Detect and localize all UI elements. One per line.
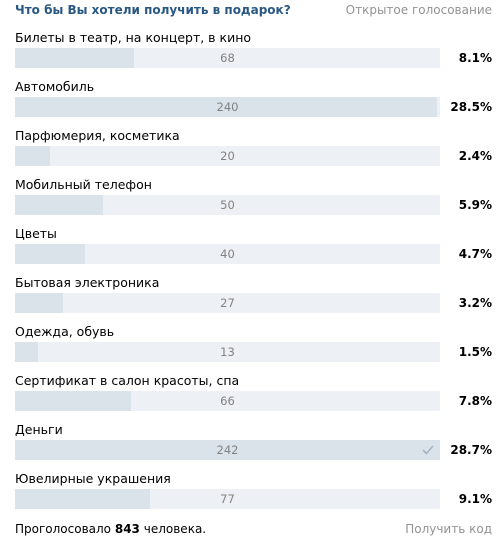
total-prefix: Проголосовало bbox=[15, 522, 112, 536]
answer-bar-fill bbox=[15, 97, 437, 117]
answer-bar: 66 bbox=[15, 391, 440, 411]
answer-label: Мобильный телефон bbox=[15, 177, 152, 192]
answer-vote-count: 68 bbox=[220, 51, 235, 65]
answer-bar-fill bbox=[15, 195, 103, 215]
answer-label: Одежда, обувь bbox=[15, 324, 115, 339]
answer-bar-fill bbox=[15, 146, 51, 166]
answer-label: Ювелирные украшения bbox=[15, 471, 171, 486]
answer-vote-count: 242 bbox=[216, 443, 239, 457]
answer-vote-count: 50 bbox=[220, 198, 235, 212]
answer-percent: 7.8% bbox=[458, 394, 492, 408]
answer-bar-fill bbox=[15, 342, 38, 362]
answer-label: Билеты в театр, на концерт, в кино bbox=[15, 30, 252, 45]
answer-vote-count: 20 bbox=[220, 149, 235, 163]
answer-vote-count: 40 bbox=[220, 247, 235, 261]
answer-percent: 2.4% bbox=[458, 149, 492, 163]
poll-question: Что бы Вы хотели получить в подарок? bbox=[15, 3, 291, 17]
answer-bar: 68 bbox=[15, 48, 440, 68]
get-code-link[interactable]: Получить код bbox=[405, 522, 492, 536]
answer-bar-fill bbox=[15, 48, 135, 68]
answer-label: Сертификат в салон красоты, спа bbox=[15, 373, 240, 388]
answer-vote-count: 240 bbox=[216, 100, 239, 114]
total-suffix: человека. bbox=[143, 522, 207, 536]
answer-vote-count: 77 bbox=[220, 492, 235, 506]
total-votes: Проголосовало 843 человека. bbox=[15, 522, 206, 536]
answer-bar: 242 bbox=[15, 440, 440, 460]
answer-label: Парфюмерия, косметика bbox=[15, 128, 180, 143]
answer-bar: 27 bbox=[15, 293, 440, 313]
answer-label: Автомобиль bbox=[15, 79, 95, 94]
answer-percent: 8.1% bbox=[458, 51, 492, 65]
answer-bar: 13 bbox=[15, 342, 440, 362]
poll-answer[interactable]: Билеты в театр, на концерт, в кино 68 8.1% bbox=[15, 28, 492, 77]
answer-vote-count: 27 bbox=[220, 296, 235, 310]
poll-answers: Билеты в театр, на концерт, в кино 68 8.1%… bbox=[15, 28, 492, 518]
answer-bar: 20 bbox=[15, 146, 440, 166]
poll-answer[interactable]: Мобильный телефон 50 5.9% bbox=[15, 175, 492, 224]
poll-footer: Проголосовало 843 человека. Получить код bbox=[15, 522, 492, 538]
answer-label: Цветы bbox=[15, 226, 57, 241]
poll-answer[interactable]: Ювелирные украшения 77 9.1% bbox=[15, 469, 492, 518]
answer-label: Бытовая электроника bbox=[15, 275, 160, 290]
poll-answer[interactable]: Бытовая электроника 27 3.2% bbox=[15, 273, 492, 322]
poll-answer[interactable]: Парфюмерия, косметика 20 2.4% bbox=[15, 126, 492, 175]
answer-bar-fill bbox=[15, 244, 86, 264]
answer-bar-fill bbox=[15, 489, 151, 509]
answer-percent: 28.7% bbox=[450, 443, 492, 457]
poll-answer[interactable]: Деньги 242 28.7% bbox=[15, 420, 492, 469]
answer-bar-fill bbox=[15, 440, 440, 460]
check-icon bbox=[422, 445, 434, 455]
answer-bar: 50 bbox=[15, 195, 440, 215]
answer-percent: 4.7% bbox=[458, 247, 492, 261]
answer-label: Деньги bbox=[15, 422, 63, 437]
answer-percent: 28.5% bbox=[450, 100, 492, 114]
poll-answer[interactable]: Сертификат в салон красоты, спа 66 7.8% bbox=[15, 371, 492, 420]
answer-percent: 3.2% bbox=[458, 296, 492, 310]
answer-bar: 77 bbox=[15, 489, 440, 509]
answer-percent: 9.1% bbox=[458, 492, 492, 506]
poll-answer[interactable]: Одежда, обувь 13 1.5% bbox=[15, 322, 492, 371]
poll-answer[interactable]: Автомобиль 240 28.5% bbox=[15, 77, 492, 126]
answer-vote-count: 13 bbox=[220, 345, 235, 359]
poll-header: Что бы Вы хотели получить в подарок? Отк… bbox=[15, 3, 492, 19]
answer-percent: 5.9% bbox=[458, 198, 492, 212]
answer-bar-fill bbox=[15, 391, 132, 411]
poll-answer[interactable]: Цветы 40 4.7% bbox=[15, 224, 492, 273]
answer-bar: 240 bbox=[15, 97, 440, 117]
answer-bar: 40 bbox=[15, 244, 440, 264]
answer-bar-fill bbox=[15, 293, 63, 313]
answer-percent: 1.5% bbox=[458, 345, 492, 359]
answer-vote-count: 66 bbox=[220, 394, 235, 408]
total-count: 843 bbox=[114, 522, 140, 536]
poll-type-label: Открытое голосование bbox=[345, 3, 492, 17]
